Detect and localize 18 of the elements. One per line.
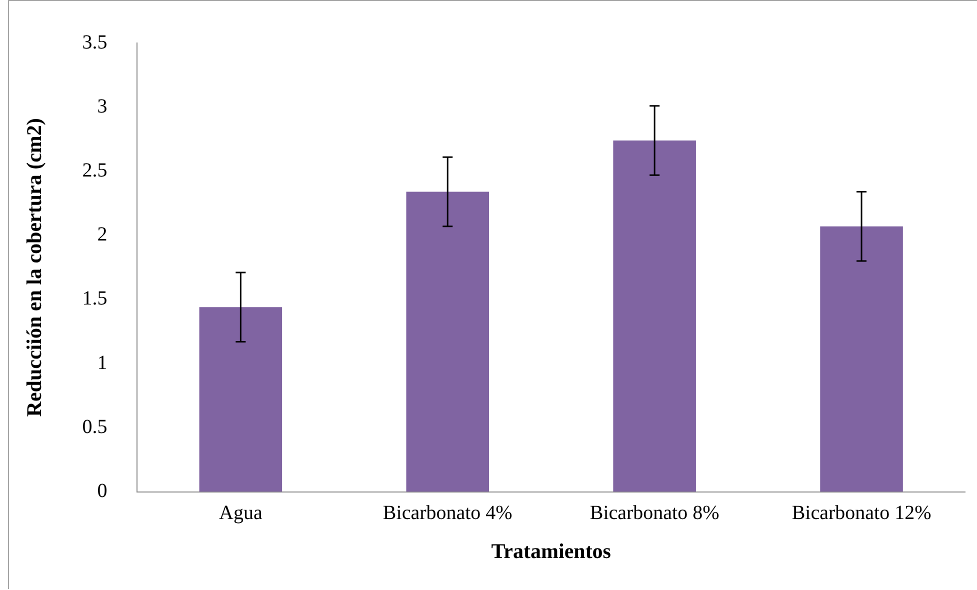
- x-axis-title: Tratamientos: [491, 538, 611, 563]
- x-tick-label: Bicarbonato 12%: [792, 502, 932, 524]
- y-axis-title: Reducciión en la cobertura (cm2): [22, 118, 46, 417]
- y-tick-label: 2: [97, 224, 108, 246]
- y-tick-label: 3.5: [82, 31, 108, 54]
- y-tick-label: 0: [97, 480, 108, 502]
- x-tick-label: Agua: [219, 502, 262, 524]
- x-tick-label: Bicarbonato 4%: [382, 502, 512, 524]
- x-tick-label: Bicarbonato 8%: [590, 502, 720, 524]
- y-tick-label: 0.5: [82, 416, 108, 438]
- y-tick-label: 1: [97, 352, 108, 374]
- y-tick-label: 2.5: [82, 159, 108, 182]
- bar: [820, 226, 903, 492]
- y-tick-label: 3: [97, 95, 108, 118]
- bar: [199, 307, 282, 492]
- bar: [613, 140, 696, 492]
- bar: [406, 192, 490, 492]
- y-tick-label: 1.5: [82, 288, 108, 310]
